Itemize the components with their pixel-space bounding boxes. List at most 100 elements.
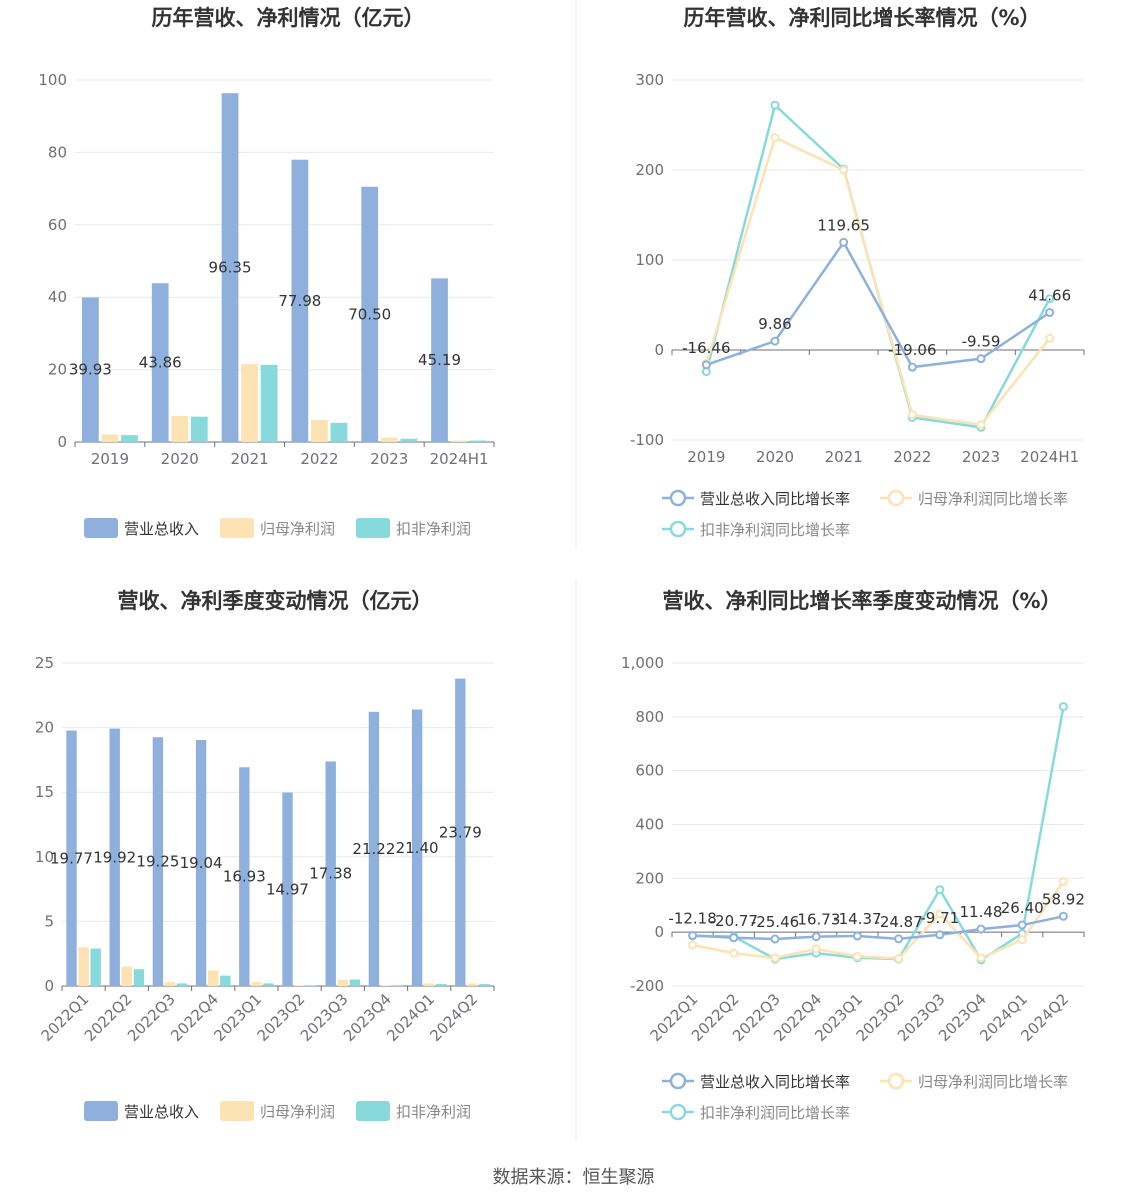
legend-marker	[669, 489, 687, 507]
bar	[450, 440, 468, 442]
legend-label: 归母净利润同比增长率	[918, 1073, 1068, 1091]
x-tick-label: 2019	[91, 450, 129, 468]
bar	[208, 970, 219, 986]
series-line	[692, 880, 1065, 960]
data-point	[894, 954, 904, 964]
panel-content: -20002004006008001,0002022Q12022Q22022Q3…	[621, 654, 1085, 1122]
data-point	[852, 931, 862, 941]
panel-quarterly-bar: 营收、净利季度变动情况（亿元） 05101520252022Q12022Q220…	[35, 589, 495, 1121]
bar	[291, 159, 309, 442]
data-point	[935, 930, 945, 940]
y-tick-label: 200	[635, 869, 664, 887]
data-point	[1058, 702, 1068, 712]
series-line	[705, 102, 1051, 429]
y-tick-label: 300	[635, 71, 664, 89]
data-label: 23.79	[439, 823, 482, 841]
data-label: -9.71	[920, 909, 959, 927]
data-point	[1045, 308, 1055, 318]
y-tick-label: 800	[635, 708, 664, 726]
x-tick-label: 2023	[962, 448, 1000, 466]
data-point	[811, 944, 821, 954]
y-tick-label: 10	[35, 848, 54, 866]
data-label: 45.19	[418, 351, 461, 369]
y-tick-label: 100	[38, 71, 67, 89]
x-tick-label: 2024H1	[1020, 448, 1079, 466]
data-point	[1058, 911, 1068, 921]
data-label: 21.22	[352, 840, 395, 858]
legend-label: 营业总收入	[124, 1103, 199, 1121]
panel-annual-growth: 历年营收、净利同比增长率情况（%） -100 0 100 200 300 2019 2020…	[630, 6, 1085, 539]
data-point	[1058, 877, 1068, 887]
legend-label: 扣非净利润同比增长率	[700, 1104, 850, 1122]
bar	[220, 975, 231, 986]
bar	[349, 979, 361, 986]
bar	[325, 761, 336, 986]
x-tick-label: 2020	[161, 450, 199, 468]
x-tick-label: 2021	[825, 448, 863, 466]
x-tick-label: 2023	[370, 450, 408, 468]
bar	[176, 983, 188, 986]
series-line	[692, 915, 1064, 941]
data-point	[894, 934, 904, 944]
data-point	[770, 133, 780, 143]
data-label: 9.86	[758, 315, 791, 333]
bar	[164, 982, 176, 986]
legend-marker	[887, 1072, 905, 1090]
y-tick-label: 0	[44, 977, 54, 995]
bar	[251, 982, 262, 986]
bar	[311, 419, 328, 442]
y-tick-label: 600	[635, 762, 664, 780]
chart-title: 历年营收、净利同比增长率情况（%）	[683, 6, 1040, 30]
bar	[306, 985, 317, 986]
bar	[90, 948, 101, 986]
data-point	[1045, 294, 1055, 304]
legend-label: 归母净利润同比增长率	[918, 490, 1068, 508]
data-label: 119.65	[817, 216, 870, 234]
legend-label: 扣非净利润	[396, 520, 471, 538]
bar	[411, 709, 423, 986]
data-point	[1017, 935, 1027, 945]
data-point	[976, 420, 986, 430]
bar	[368, 711, 380, 986]
data-label: -12.18	[668, 909, 716, 927]
legend-label: 扣非净利润同比增长率	[700, 521, 850, 539]
data-label: -25.46	[751, 913, 799, 931]
data-point	[907, 362, 917, 372]
data-label: 41.66	[1028, 287, 1071, 305]
data-label: -16.46	[682, 339, 730, 357]
y-tick-label: 0	[654, 341, 664, 359]
bar	[424, 983, 435, 986]
data-point	[907, 410, 917, 420]
panel-content: 0 20 40 60 80 100 2019 2020 2021 2022 2023 2024H1 39…	[38, 71, 495, 538]
bar	[81, 297, 99, 442]
chart-title: 营收、净利季度变动情况（亿元）	[118, 589, 433, 613]
y-tick-label: -100	[630, 431, 664, 449]
data-point	[770, 934, 780, 944]
data-point	[701, 360, 711, 370]
data-label: 26.40	[1001, 899, 1044, 917]
bar	[467, 983, 478, 986]
bar	[101, 434, 119, 442]
panel-content: -100 0 100 200 300 2019 2020 2021 2022 2023 2024H1…	[630, 71, 1085, 539]
series-line	[705, 135, 1051, 427]
legend-swatch	[356, 1101, 390, 1121]
bar	[431, 278, 448, 442]
legend-label: 归母净利润	[260, 520, 335, 538]
panel-quarterly-growth: 营收、净利同比增长率季度变动情况（%） -200 0 200 400 600 800 1,0…	[621, 589, 1085, 1122]
data-label: 17.38	[309, 865, 352, 883]
x-tick-label: 2022	[300, 450, 338, 468]
x-tick-label: 2024H1	[430, 450, 489, 468]
legend-marker	[669, 1072, 687, 1090]
data-point	[811, 932, 821, 942]
y-tick-label: 200	[635, 161, 664, 179]
data-label: 16.93	[223, 868, 266, 886]
y-tick-label: 0	[57, 433, 67, 451]
legend-swatch	[84, 1101, 118, 1121]
series-line	[705, 239, 1051, 369]
bar	[380, 437, 398, 442]
legend-swatch	[220, 1101, 254, 1121]
bar	[152, 737, 164, 986]
data-label: 39.93	[69, 361, 112, 379]
bar	[282, 792, 293, 986]
legend-label: 扣非净利润	[396, 1103, 471, 1121]
